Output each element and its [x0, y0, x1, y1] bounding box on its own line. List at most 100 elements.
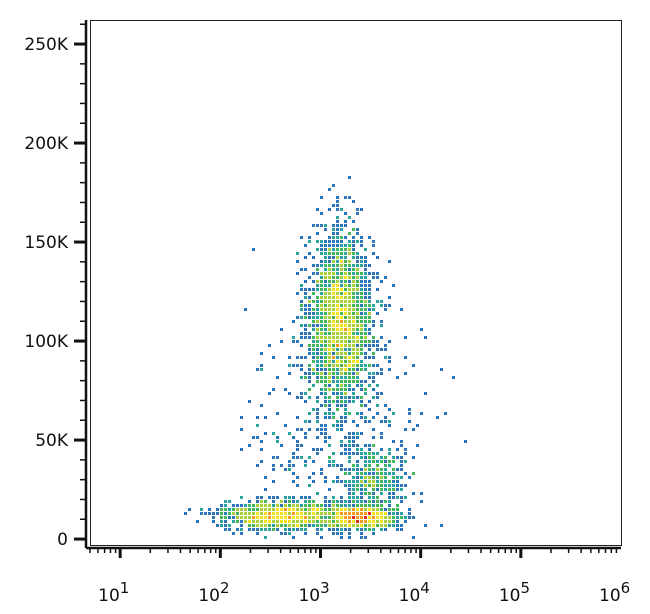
- event-dot: [420, 412, 423, 415]
- event-dot: [340, 392, 343, 395]
- event-dot: [352, 256, 355, 259]
- event-dot: [344, 292, 347, 295]
- event-dot: [328, 360, 331, 363]
- event-dot: [340, 500, 343, 503]
- event-dot: [272, 528, 275, 531]
- event-dot: [404, 472, 407, 475]
- event-dot: [384, 516, 387, 519]
- event-dot: [300, 512, 303, 515]
- event-dot: [312, 472, 315, 475]
- event-dot: [292, 536, 295, 539]
- event-dot: [404, 460, 407, 463]
- event-dot: [344, 332, 347, 335]
- event-dot: [300, 376, 303, 379]
- event-dot: [364, 296, 367, 299]
- event-dot: [328, 336, 331, 339]
- event-dot: [320, 468, 323, 471]
- event-dot: [300, 288, 303, 291]
- event-dot: [340, 208, 343, 211]
- event-dot: [308, 240, 311, 243]
- event-dot: [440, 524, 443, 527]
- event-dot: [328, 272, 331, 275]
- event-dot: [340, 376, 343, 379]
- event-dot: [348, 240, 351, 243]
- event-dot: [328, 328, 331, 331]
- event-dot: [332, 320, 335, 323]
- event-dot: [344, 360, 347, 363]
- event-dot: [352, 356, 355, 359]
- event-dot: [380, 508, 383, 511]
- event-dot: [304, 460, 307, 463]
- event-dot: [372, 380, 375, 383]
- event-dot: [324, 504, 327, 507]
- event-dot: [404, 356, 407, 359]
- event-dot: [320, 348, 323, 351]
- event-dot: [320, 248, 323, 251]
- event-dot: [392, 524, 395, 527]
- event-dot: [216, 512, 219, 515]
- event-dot: [364, 500, 367, 503]
- event-dot: [324, 400, 327, 403]
- event-dot: [396, 524, 399, 527]
- event-dot: [348, 472, 351, 475]
- event-dot: [308, 388, 311, 391]
- event-dot: [332, 236, 335, 239]
- event-dot: [324, 344, 327, 347]
- event-dot: [316, 448, 319, 451]
- event-dot: [272, 524, 275, 527]
- event-dot: [260, 364, 263, 367]
- event-dot: [272, 504, 275, 507]
- event-dot: [356, 452, 359, 455]
- event-dot: [356, 512, 359, 515]
- event-dot: [320, 212, 323, 215]
- event-dot: [352, 264, 355, 267]
- event-dot: [344, 268, 347, 271]
- event-dot: [336, 372, 339, 375]
- event-dot: [352, 296, 355, 299]
- event-dot: [292, 500, 295, 503]
- event-dot: [332, 328, 335, 331]
- event-dot: [344, 320, 347, 323]
- x-tick-label: 104: [399, 579, 430, 606]
- event-dot: [368, 420, 371, 423]
- event-dot: [312, 408, 315, 411]
- event-dot: [332, 344, 335, 347]
- event-dot: [324, 520, 327, 523]
- event-dot: [404, 496, 407, 499]
- event-dot: [356, 208, 359, 211]
- event-dot: [368, 464, 371, 467]
- event-dot: [348, 356, 351, 359]
- event-dot: [312, 360, 315, 363]
- event-dot: [364, 528, 367, 531]
- event-dot: [388, 368, 391, 371]
- event-dot: [308, 316, 311, 319]
- event-dot: [324, 364, 327, 367]
- event-dot: [332, 288, 335, 291]
- event-dot: [224, 508, 227, 511]
- event-dot: [312, 356, 315, 359]
- event-dot: [300, 268, 303, 271]
- event-dot: [332, 460, 335, 463]
- event-dot: [336, 316, 339, 319]
- event-dot: [392, 488, 395, 491]
- event-dot: [268, 520, 271, 523]
- event-dot: [348, 412, 351, 415]
- event-dot: [304, 328, 307, 331]
- event-dot: [308, 364, 311, 367]
- event-dot: [344, 512, 347, 515]
- event-dot: [344, 380, 347, 383]
- event-dot: [340, 400, 343, 403]
- event-dot: [332, 508, 335, 511]
- event-dot: [356, 368, 359, 371]
- event-dot: [388, 296, 391, 299]
- event-dot: [376, 524, 379, 527]
- event-dot: [328, 312, 331, 315]
- event-dot: [252, 436, 255, 439]
- event-dot: [344, 312, 347, 315]
- event-dot: [356, 468, 359, 471]
- event-dot: [220, 512, 223, 515]
- event-dot: [396, 488, 399, 491]
- event-dot: [360, 472, 363, 475]
- event-dot: [348, 308, 351, 311]
- event-dot: [308, 332, 311, 335]
